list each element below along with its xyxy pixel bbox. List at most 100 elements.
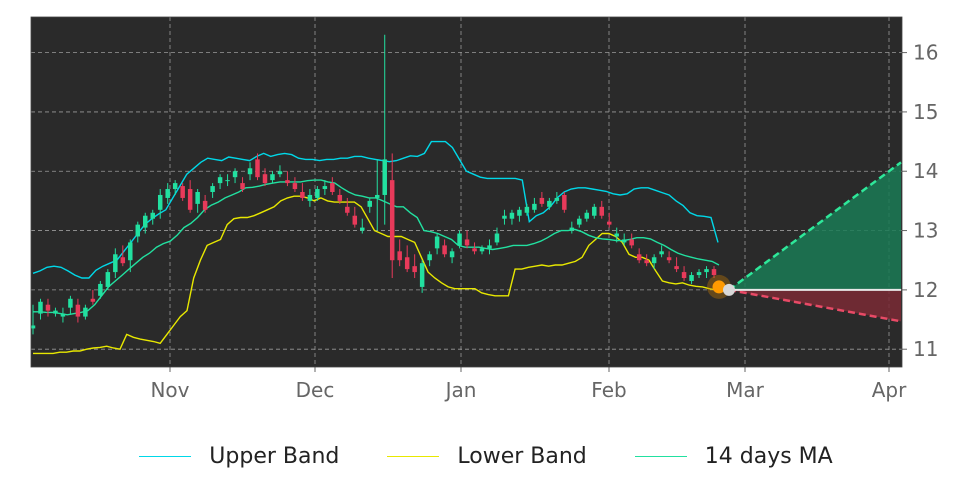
candle-body xyxy=(60,313,66,317)
candle-body xyxy=(704,269,709,273)
candle-body xyxy=(292,183,298,190)
legend-swatch-lower-band xyxy=(387,455,440,457)
x-tick-label: Dec xyxy=(296,378,335,402)
candle-body xyxy=(397,251,402,261)
candle-body xyxy=(150,212,155,219)
candle-body xyxy=(584,212,590,219)
candle-body xyxy=(562,194,567,210)
candle-body xyxy=(262,174,268,184)
x-tick-label: Mar xyxy=(726,378,765,402)
y-tick-label: 16 xyxy=(913,41,938,65)
candle-body xyxy=(569,227,575,231)
candle-body xyxy=(674,266,679,270)
candle-body xyxy=(502,215,507,219)
candle-body xyxy=(689,275,694,281)
candle-body xyxy=(53,310,58,314)
candle-body xyxy=(532,203,537,210)
y-tick-label: 13 xyxy=(913,219,938,243)
x-axis: Nov Dec Jan Feb Mar Apr xyxy=(150,367,907,402)
candle-body xyxy=(345,206,350,213)
candle-body xyxy=(659,251,664,255)
candle-body xyxy=(172,183,178,190)
candle-body xyxy=(472,248,477,252)
candle-body xyxy=(240,183,245,190)
candle-body xyxy=(322,186,328,190)
candle-body xyxy=(255,159,260,178)
candle-body xyxy=(337,194,343,201)
candle-body xyxy=(629,239,634,246)
candle-body xyxy=(225,180,230,182)
candle-body xyxy=(434,236,440,249)
candle-body xyxy=(419,263,425,287)
candle-body xyxy=(83,307,88,317)
legend-item-upper-band: Upper Band xyxy=(139,444,339,469)
forecast-downside-area xyxy=(729,289,901,322)
candle-body xyxy=(644,260,649,264)
candle-body xyxy=(442,245,447,255)
candle-body xyxy=(210,186,215,192)
y-tick-label: 11 xyxy=(913,337,938,361)
candle-body xyxy=(143,215,148,228)
x-tick-label: Jan xyxy=(444,378,477,402)
candle-body xyxy=(382,159,387,195)
candle-body xyxy=(247,168,253,175)
candle-body xyxy=(539,197,545,204)
candle-body xyxy=(165,189,170,198)
candle-body xyxy=(300,192,305,198)
candle-body xyxy=(711,269,717,276)
legend-label-lower-band: Lower Band xyxy=(457,443,587,469)
chart-svg: Nov Dec Jan Feb Mar Apr 11 12 13 14 15 16 xyxy=(30,16,938,402)
candle-body xyxy=(547,200,552,207)
candle-body xyxy=(105,272,111,287)
candle-body xyxy=(270,174,275,181)
candle-body xyxy=(487,245,492,249)
candle-body xyxy=(180,186,185,198)
candle-body xyxy=(120,257,126,264)
candle-body xyxy=(135,224,141,237)
candle-body xyxy=(494,233,500,243)
reference-marker xyxy=(723,283,735,296)
candle-body xyxy=(614,233,619,237)
candle-body xyxy=(307,194,313,201)
candle-body xyxy=(45,304,51,311)
candle-body xyxy=(517,209,522,216)
candle-body xyxy=(360,227,365,231)
candle-body xyxy=(315,189,320,198)
latest-close-marker xyxy=(712,280,726,294)
candle-body xyxy=(38,301,43,314)
legend-swatch-ma xyxy=(634,455,687,457)
candle-body xyxy=(599,206,604,216)
candle-body xyxy=(374,194,380,198)
candle-body xyxy=(330,183,335,192)
candle-body xyxy=(457,233,462,246)
candle-body xyxy=(195,192,200,204)
candle-body xyxy=(449,251,455,258)
candle-body xyxy=(479,248,485,252)
candle-body xyxy=(404,257,410,270)
candle-body xyxy=(606,221,612,225)
y-tick-label: 14 xyxy=(913,159,938,183)
legend-item-ma: 14 days MA xyxy=(634,444,833,469)
x-tick-label: Nov xyxy=(150,378,189,402)
candle-body xyxy=(554,197,560,201)
x-tick-label: Feb xyxy=(591,378,626,402)
candle-body xyxy=(352,215,358,225)
candle-body xyxy=(90,298,96,302)
candle-body xyxy=(696,272,702,276)
candle-body xyxy=(277,171,283,175)
markers xyxy=(707,274,735,299)
plot-border xyxy=(30,16,903,368)
candle-body xyxy=(68,298,73,308)
candle-body xyxy=(666,257,672,261)
candles xyxy=(30,34,717,335)
candle-body xyxy=(427,254,432,261)
legend-swatch-upper-band xyxy=(139,455,192,457)
candle-body xyxy=(621,239,627,243)
candle-body xyxy=(187,189,193,210)
candle-body xyxy=(113,254,118,273)
y-tick-label: 12 xyxy=(913,278,938,302)
candle-body xyxy=(464,239,470,246)
candle-body xyxy=(98,283,103,296)
candle-body xyxy=(285,180,290,184)
legend-label-upper-band: Upper Band xyxy=(209,443,340,469)
